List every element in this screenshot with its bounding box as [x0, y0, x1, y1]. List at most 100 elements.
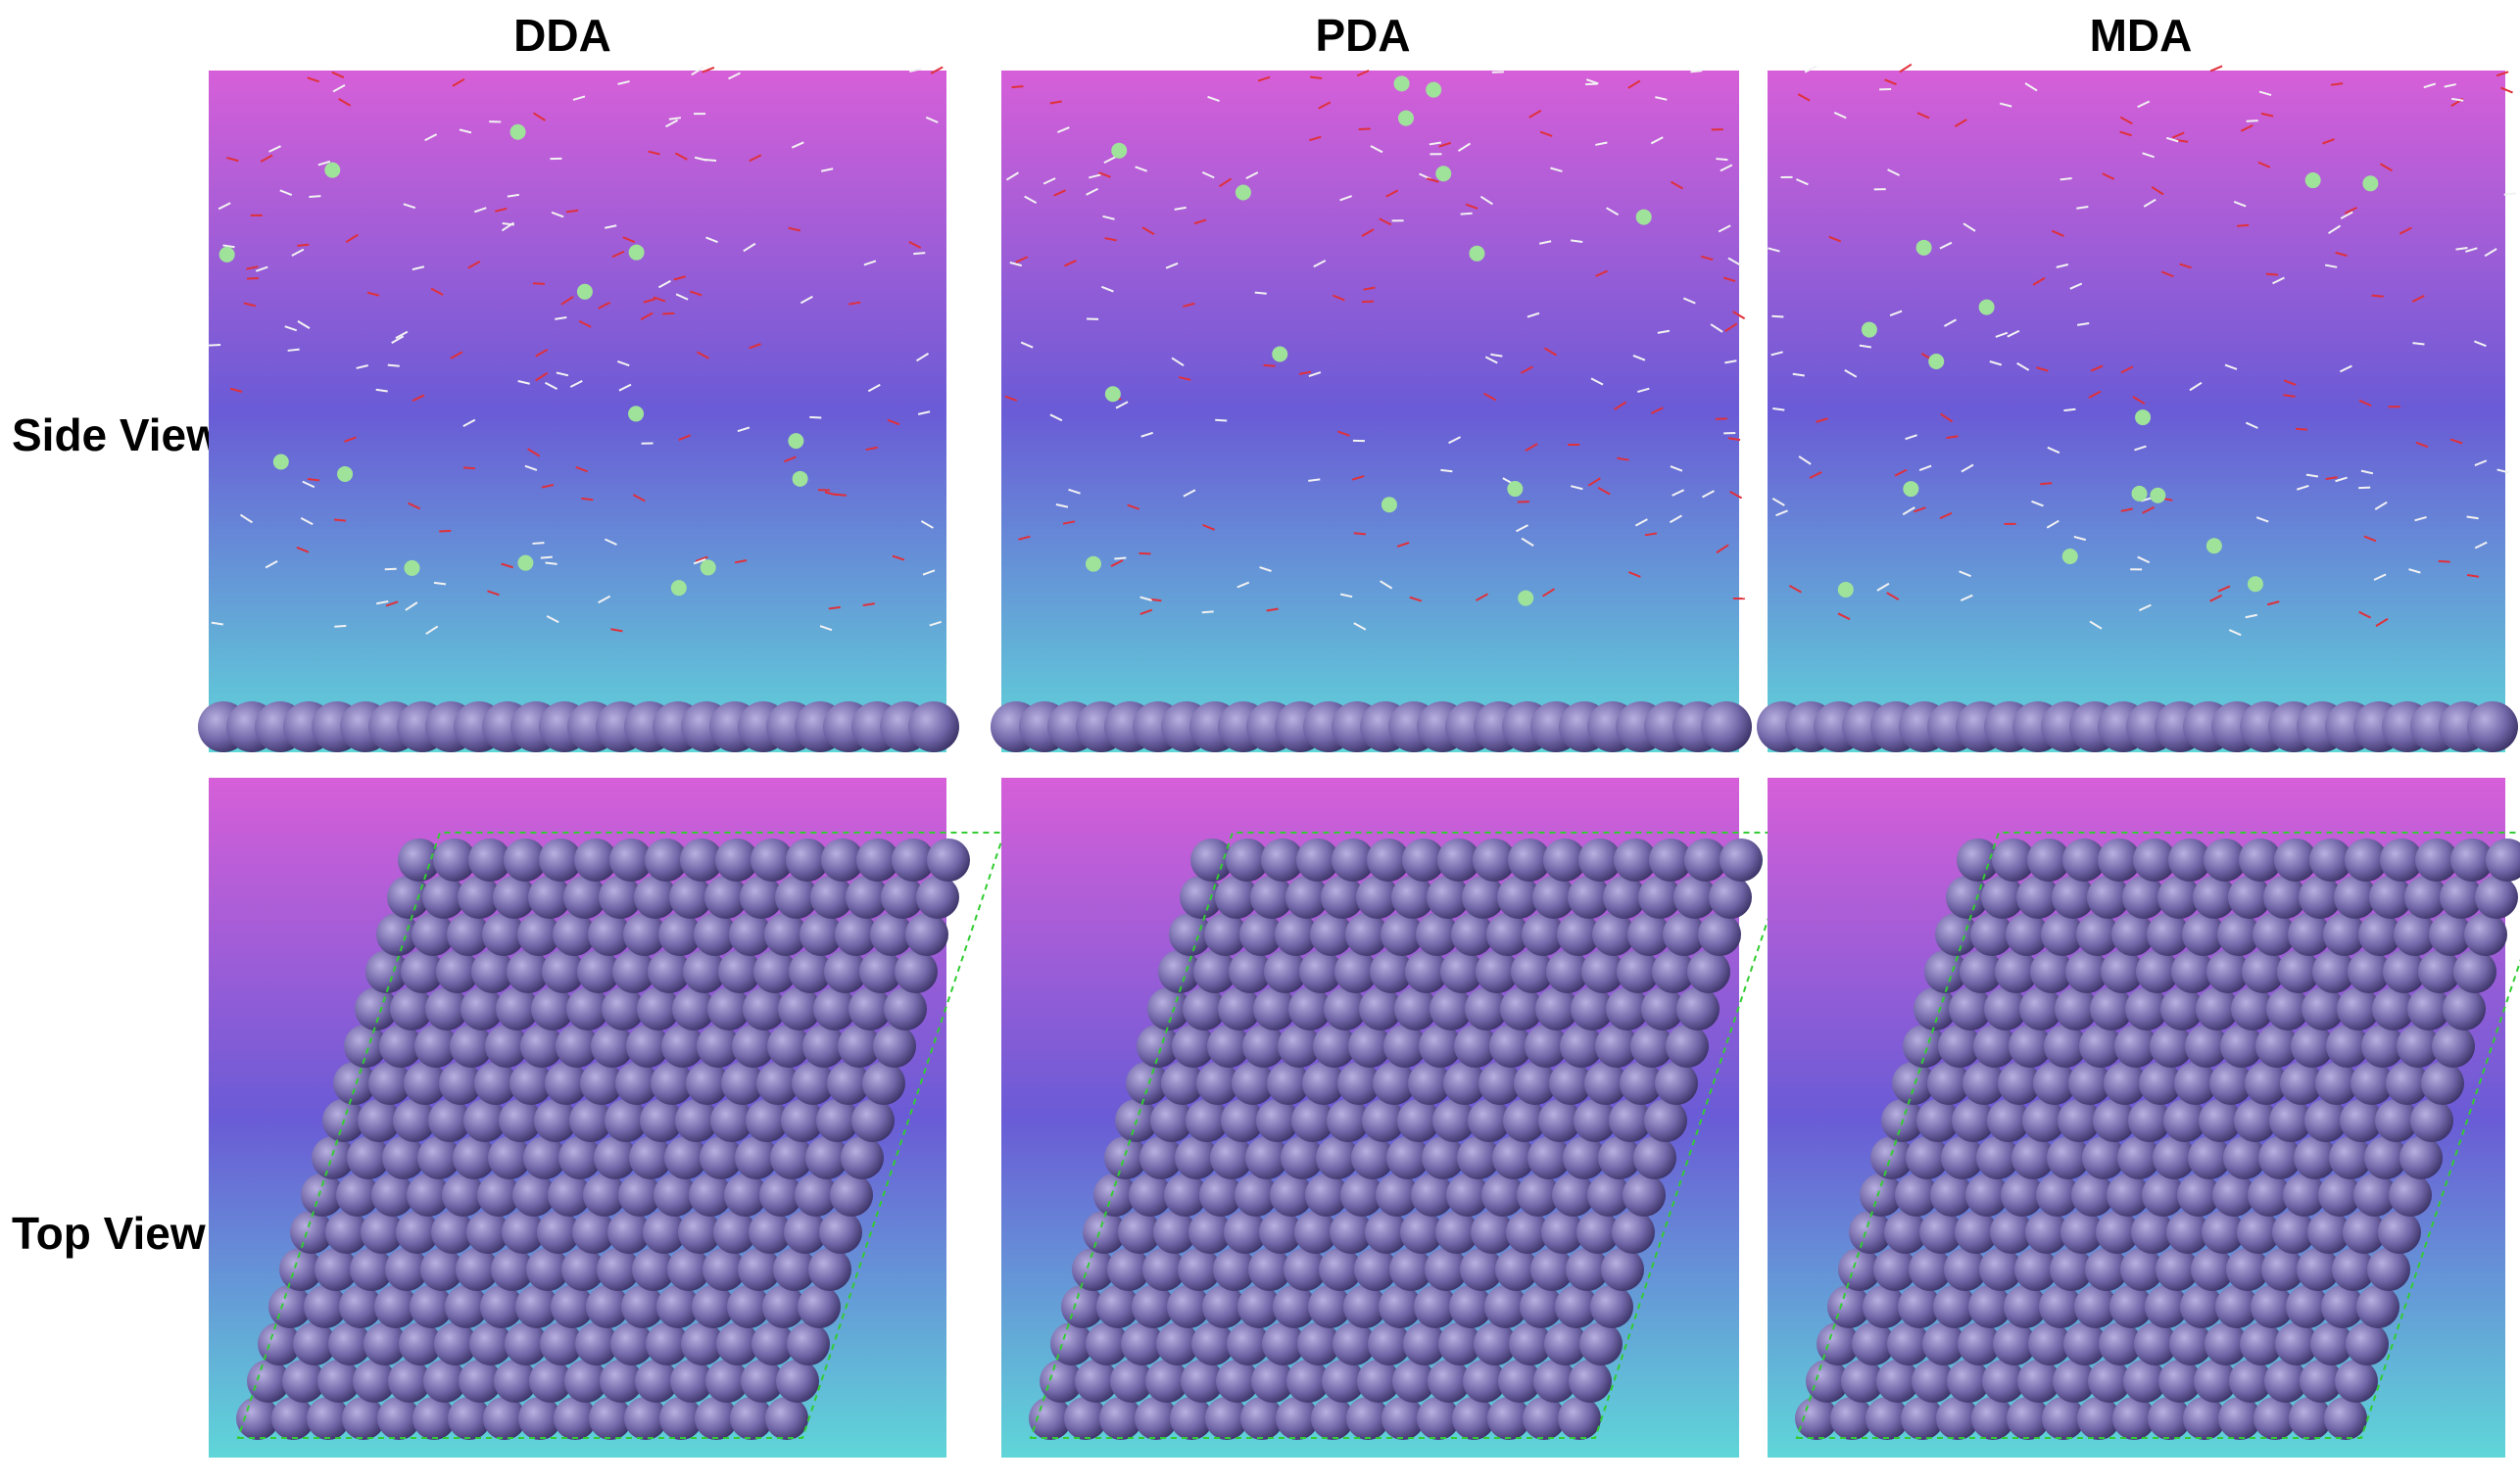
- ion: [2206, 538, 2222, 553]
- surface-atom: [2346, 1322, 2389, 1365]
- water: [541, 557, 553, 558]
- column-label: DDA: [513, 10, 611, 61]
- water: [1461, 214, 1473, 215]
- ion: [2248, 576, 2263, 592]
- surface-atom: [895, 950, 938, 993]
- ion: [629, 245, 645, 261]
- surface-atom: [1579, 1322, 1623, 1365]
- surface-atom: [1687, 950, 1730, 993]
- water: [2237, 225, 2249, 226]
- surface-atom: [1601, 1248, 1644, 1291]
- ion: [1838, 582, 1854, 598]
- side-view-panel: [198, 67, 959, 752]
- water: [309, 196, 320, 197]
- water: [209, 345, 220, 346]
- surface-atom: [908, 701, 959, 752]
- surface-atom: [1623, 1173, 1666, 1217]
- water: [1440, 470, 1452, 471]
- water: [2060, 178, 2072, 179]
- surface-atom: [2324, 1397, 2367, 1440]
- ion: [1394, 75, 1410, 91]
- ion: [1636, 210, 1652, 225]
- water: [308, 479, 319, 480]
- surface-atom: [808, 1248, 851, 1291]
- surface-atom: [905, 913, 948, 956]
- ion: [701, 559, 716, 575]
- top-view-panel: [1001, 778, 1797, 1458]
- surface-atom: [2443, 987, 2486, 1030]
- ion: [2135, 409, 2151, 425]
- water: [2266, 274, 2278, 275]
- ion: [1111, 143, 1127, 159]
- ion: [628, 406, 644, 421]
- ion: [1903, 481, 1918, 497]
- surface-atom: [927, 838, 970, 882]
- row-label: Top View: [12, 1208, 206, 1259]
- surface-atom: [2464, 913, 2507, 956]
- ion: [577, 284, 593, 300]
- water: [2504, 193, 2516, 194]
- ion: [1398, 111, 1414, 126]
- ion: [2305, 172, 2321, 188]
- side-view-panel: [991, 71, 1752, 752]
- surface-atom: [2475, 876, 2518, 919]
- water: [1690, 71, 1702, 72]
- water: [532, 543, 544, 544]
- surface-atom: [851, 1099, 895, 1142]
- surface-atom: [2335, 1360, 2378, 1403]
- water: [2412, 343, 2424, 344]
- water: [1202, 611, 1214, 612]
- row-label: Side View: [12, 409, 221, 460]
- water: [334, 626, 346, 627]
- surface-atom: [1666, 1025, 1709, 1068]
- water: [546, 562, 557, 563]
- ion: [1518, 591, 1533, 606]
- water: [2247, 120, 2258, 121]
- water: [2372, 296, 2384, 297]
- water: [581, 499, 593, 500]
- surface-atom: [873, 1025, 916, 1068]
- ion: [510, 124, 526, 140]
- ion: [2132, 486, 2148, 502]
- ion: [1469, 246, 1484, 262]
- water: [247, 278, 259, 279]
- surface-atom: [2389, 1173, 2432, 1217]
- water: [2439, 561, 2450, 562]
- ion: [404, 560, 419, 576]
- water: [809, 417, 821, 418]
- surface-atom: [916, 876, 959, 919]
- surface-atom: [1720, 838, 1763, 882]
- surface-atom: [2367, 1248, 2410, 1291]
- surface-atom: [1633, 1136, 1676, 1179]
- surface-atom: [776, 1360, 819, 1403]
- surface-atom: [884, 987, 927, 1030]
- surface-atom: [765, 1397, 808, 1440]
- ion: [2362, 175, 2378, 191]
- surface-atom: [2378, 1211, 2421, 1254]
- surface-atom: [2356, 1285, 2399, 1328]
- water: [439, 531, 451, 532]
- water: [1114, 557, 1126, 558]
- panel-background: [1768, 71, 2505, 752]
- ion: [1236, 185, 1251, 201]
- ion: [1105, 386, 1121, 402]
- water: [1716, 159, 1727, 160]
- surface-atom: [2432, 1025, 2475, 1068]
- surface-atom: [2410, 1099, 2453, 1142]
- column-label: PDA: [1315, 10, 1410, 61]
- water: [1264, 365, 1276, 366]
- ion: [1426, 82, 1441, 98]
- ion: [1928, 354, 1944, 369]
- surface-atom: [1612, 1211, 1655, 1254]
- surface-atom: [798, 1285, 841, 1328]
- water: [388, 365, 400, 366]
- water: [913, 253, 925, 254]
- ion: [1507, 481, 1523, 497]
- water: [463, 467, 475, 468]
- surface-atom: [841, 1136, 884, 1179]
- ion: [1862, 322, 1877, 338]
- water: [2040, 483, 2052, 484]
- surface-atom: [1590, 1285, 1633, 1328]
- ion: [788, 433, 803, 449]
